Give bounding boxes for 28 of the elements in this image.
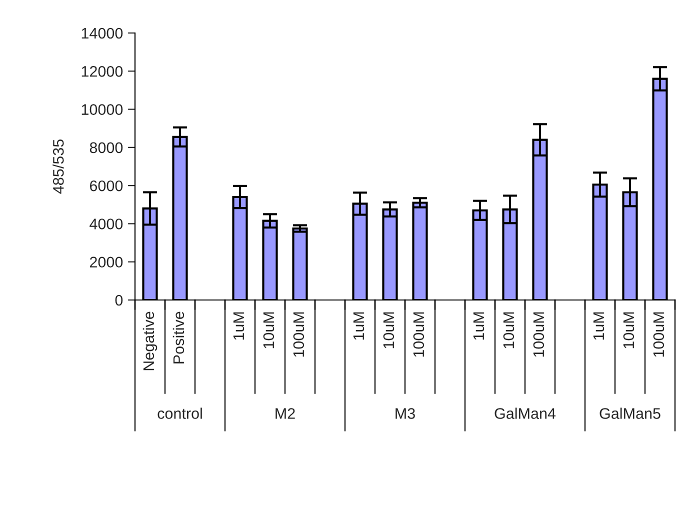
x-tick-label: 100uM bbox=[413, 312, 424, 357]
x-tick-label: 1uM bbox=[593, 312, 604, 340]
text: M2 bbox=[276, 408, 295, 419]
x-tick-label: 100uM bbox=[533, 312, 544, 357]
x-tick-label: Positive bbox=[172, 312, 184, 364]
text: GalMan4 bbox=[494, 408, 556, 419]
x-tick-label: 100uM bbox=[653, 312, 664, 357]
text: M3 bbox=[396, 408, 415, 419]
y-tick-label: 4000 bbox=[90, 218, 123, 230]
x-tick-label: 100uM bbox=[293, 312, 304, 357]
x-tick-label: 1uM bbox=[353, 312, 364, 340]
x-tick-label: Negative bbox=[142, 312, 158, 370]
x-tick-label: 10uM bbox=[623, 312, 634, 348]
x-tick-label: 1uM bbox=[473, 312, 484, 340]
text: GalMan5 bbox=[600, 408, 660, 419]
x-tick-label: 10uM bbox=[263, 312, 274, 348]
y-tick-label: 2000 bbox=[90, 256, 123, 268]
x-tick-label: 10uM bbox=[383, 312, 394, 348]
y-tick-label: 6000 bbox=[90, 180, 123, 192]
y-axis-title: 485/535 bbox=[52, 140, 64, 194]
y-tick-label: 14000 bbox=[82, 28, 123, 39]
x-tick-label: 10uM bbox=[503, 312, 514, 348]
y-tick-label: 10000 bbox=[82, 104, 123, 115]
x-tick-label: 1uM bbox=[233, 312, 244, 340]
y-tick-label: 8000 bbox=[90, 142, 123, 154]
y-tick-label: 12000 bbox=[82, 66, 123, 77]
y-tick-label: 0 bbox=[115, 294, 123, 306]
text: control bbox=[158, 408, 202, 419]
